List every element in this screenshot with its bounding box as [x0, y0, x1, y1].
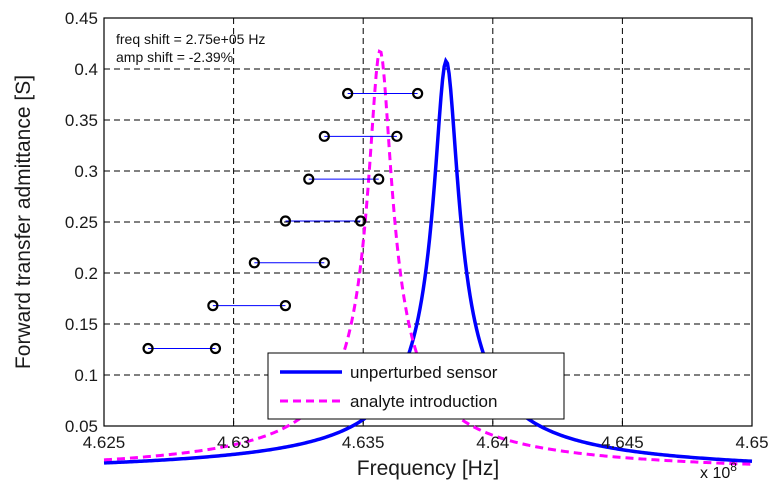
- y-tick-label: 0.4: [74, 60, 98, 79]
- axis-ticks: 4.625 4.63 4.635 4.64 4.645 4.65 0.05 0.1 0.15 0.…: [65, 9, 769, 452]
- data-point-marker: [248, 257, 260, 269]
- legend-label-analyte: analyte introduction: [350, 392, 497, 411]
- x-axis-label: Frequency [Hz]: [357, 457, 499, 480]
- y-tick-label: 0.1: [74, 366, 98, 385]
- curves: [103, 49, 753, 466]
- x-tick-label: 4.63: [217, 433, 250, 452]
- amp-shift-annotation: amp shift = -2.39%: [116, 49, 233, 65]
- x-tick-label: 4.645: [601, 433, 644, 452]
- data-point-marker: [303, 173, 315, 185]
- matched-points: [142, 87, 424, 355]
- data-point-marker: [318, 257, 330, 269]
- data-point-marker: [373, 173, 385, 185]
- y-tick-label: 0.35: [65, 111, 98, 130]
- data-point-marker: [207, 300, 219, 312]
- series-line-analyte: [103, 49, 753, 466]
- data-point-marker: [342, 87, 354, 100]
- freq-shift-annotation: freq shift = 2.75e+05 Hz: [116, 31, 265, 47]
- x-tick-label: 4.625: [83, 433, 126, 452]
- y-tick-label: 0.3: [74, 162, 98, 181]
- data-point-marker: [279, 215, 292, 227]
- data-point-marker: [391, 130, 403, 142]
- legend: unperturbed sensor analyte introduction: [267, 352, 565, 420]
- series-line-unperturbed: [103, 56, 753, 465]
- y-tick-label: 0.25: [65, 213, 98, 232]
- y-tick-label: 0.15: [65, 315, 98, 334]
- y-axis-label: Forward transfer admittance [S]: [12, 75, 35, 369]
- x-axis-multiplier: x 108: [700, 460, 737, 482]
- data-point-marker: [209, 342, 222, 355]
- x-tick-label: 4.65: [735, 433, 768, 452]
- legend-label-unperturbed: unperturbed sensor: [350, 363, 498, 382]
- x-tick-label: 4.635: [342, 433, 385, 452]
- data-point-marker: [355, 215, 367, 227]
- y-tick-label: 0.05: [65, 417, 98, 436]
- legend-box: [267, 352, 565, 420]
- y-tick-label: 0.45: [65, 9, 98, 28]
- x-tick-label: 4.64: [476, 433, 509, 452]
- y-tick-label: 0.2: [74, 264, 98, 283]
- data-point-marker: [318, 130, 330, 142]
- data-point-marker: [412, 87, 424, 100]
- data-point-marker: [142, 342, 154, 355]
- data-point-marker: [279, 300, 292, 312]
